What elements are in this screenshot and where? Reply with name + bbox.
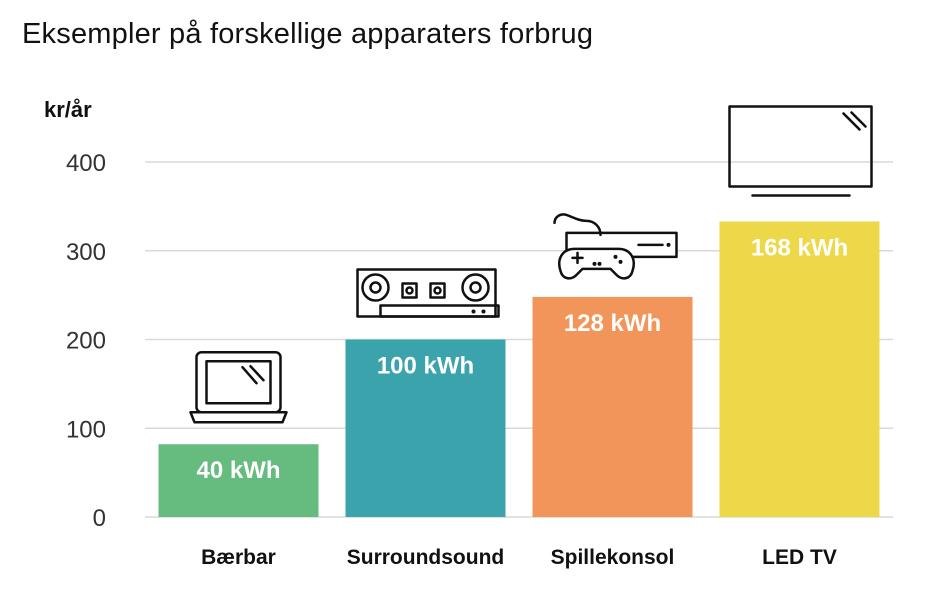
x-category-label: LED TV <box>762 546 837 569</box>
y-tick-label-300: 300 <box>66 239 106 266</box>
bar-surroundsound <box>345 339 506 517</box>
grid-layer: 0 100 200 300 400 <box>66 150 893 532</box>
chart-title: Eksempler på forskellige apparaters forb… <box>22 18 594 50</box>
bar-value-label: 100 kWh <box>377 353 474 380</box>
laptop-icon <box>189 350 288 424</box>
x-category-label: Spillekonsol <box>551 546 675 569</box>
bar-value-label: 168 kWh <box>751 234 848 261</box>
tv-icon <box>728 105 873 197</box>
bar-value-label: 128 kWh <box>564 310 661 337</box>
bar-led-tv <box>719 221 880 517</box>
icons-layer <box>189 105 873 424</box>
y-tick-label-200: 200 <box>66 328 106 355</box>
y-tick-label-400: 400 <box>66 150 106 177</box>
x-category-label: Surroundsound <box>347 546 504 569</box>
y-axis-unit-label: kr/år <box>44 97 92 122</box>
bars-layer: 40 kWh Bærbar 100 kWh Surroundsound 128 kWh S… <box>158 221 880 569</box>
x-category-label: Bærbar <box>201 546 276 569</box>
y-tick-label-0: 0 <box>93 505 106 532</box>
stereo-icon <box>356 268 500 318</box>
game-console-icon <box>553 213 678 280</box>
bar-value-label: 40 kWh <box>196 457 280 484</box>
y-tick-label-100: 100 <box>66 416 106 443</box>
bar-bærbar <box>158 444 319 517</box>
bar-spillekonsol <box>532 296 693 517</box>
